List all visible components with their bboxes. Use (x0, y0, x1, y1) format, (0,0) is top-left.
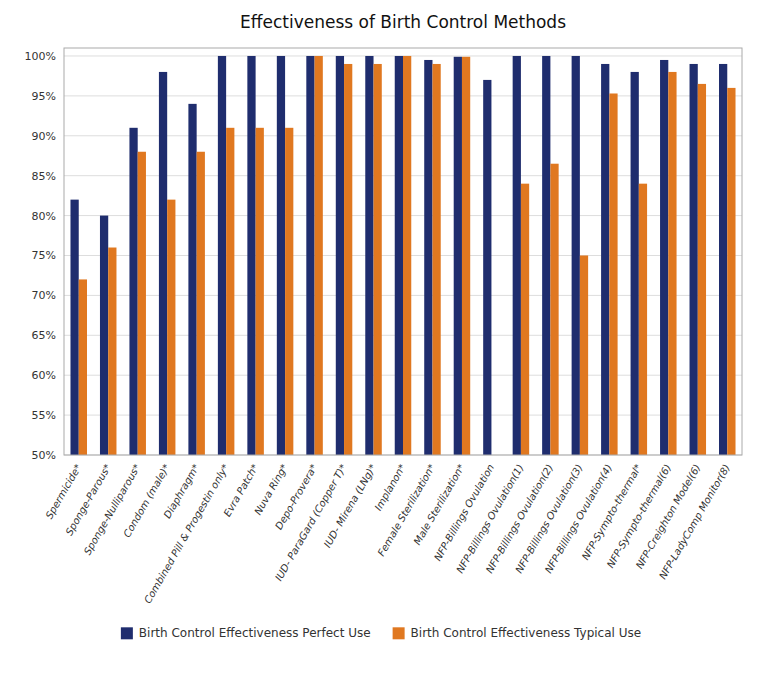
y-tick-label: 60% (32, 369, 56, 382)
bar (668, 72, 676, 455)
bar (336, 56, 344, 455)
bar (601, 64, 609, 455)
bar (218, 56, 226, 455)
bar (580, 255, 588, 455)
x-tick-label: Combined Pill & Progestin only* (142, 462, 231, 605)
x-tick-label: Sponge-Nulliparous* (82, 462, 143, 556)
y-tick-label: 65% (32, 329, 56, 342)
bar (138, 152, 146, 455)
legend-swatch (121, 627, 133, 639)
y-tick-label: 100% (25, 50, 56, 63)
bar (660, 60, 668, 455)
x-tick-label: Condom (male)* (121, 462, 172, 539)
y-tick-label: 50% (32, 449, 56, 462)
legend-swatch (393, 627, 405, 639)
bar (719, 64, 727, 455)
x-tick-label: NFP-LadyComp Monitor(8) (657, 462, 732, 581)
bar (70, 200, 78, 455)
bar (483, 80, 491, 455)
y-tick-label: 80% (32, 210, 56, 223)
bar (197, 152, 205, 455)
bar (277, 56, 285, 455)
x-tick-label: Male Sterilization* (412, 462, 467, 547)
y-tick-label: 95% (32, 90, 56, 103)
y-tick-label: 90% (32, 130, 56, 143)
bar (129, 128, 137, 455)
bar (698, 84, 706, 455)
bar (513, 56, 521, 455)
bar (315, 56, 323, 455)
bar (108, 248, 116, 455)
bar (727, 88, 735, 455)
bar (100, 216, 108, 455)
title: Effectiveness of Birth Control Methods (240, 12, 566, 32)
bar (167, 200, 175, 455)
bar (424, 60, 432, 455)
chart: Effectiveness of Birth Control Methods 50… (0, 0, 762, 680)
bar (690, 64, 698, 455)
legend-label: Birth Control Effectiveness Typical Use (411, 626, 642, 640)
bar (226, 128, 234, 455)
legend-label: Birth Control Effectiveness Perfect Use (139, 626, 371, 640)
legend: Birth Control Effectiveness Perfect Use B… (121, 626, 641, 640)
bar (542, 56, 550, 455)
bar (572, 56, 580, 455)
bar (285, 128, 293, 455)
bar (374, 64, 382, 455)
bar (521, 184, 529, 455)
bar (247, 56, 255, 455)
bar (188, 104, 196, 455)
bar (79, 279, 87, 455)
grid (64, 56, 742, 455)
x-tick-label: Female Sterilization* (376, 462, 438, 558)
bar (395, 56, 403, 455)
bar (631, 72, 639, 455)
bar (403, 56, 411, 455)
x-tick-label: IUD- Mirena (LNg)* (322, 462, 379, 549)
bar (454, 57, 462, 455)
x-labels: Spermicide*Sponge-Parous*Sponge-Nullipar… (43, 462, 732, 605)
bar (365, 56, 373, 455)
plot-frame (64, 48, 742, 455)
bar (256, 128, 264, 455)
bar (306, 56, 314, 455)
y-tick-label: 70% (32, 289, 56, 302)
y-tick-label: 55% (32, 409, 56, 422)
bar (550, 164, 558, 455)
bar (432, 64, 440, 455)
bar (462, 57, 470, 455)
bar (639, 184, 647, 455)
y-tick-label: 75% (32, 249, 56, 262)
bar (344, 64, 352, 455)
bar (159, 72, 167, 455)
y-tick-label: 85% (32, 170, 56, 183)
bars (70, 56, 735, 455)
bar (609, 93, 617, 455)
